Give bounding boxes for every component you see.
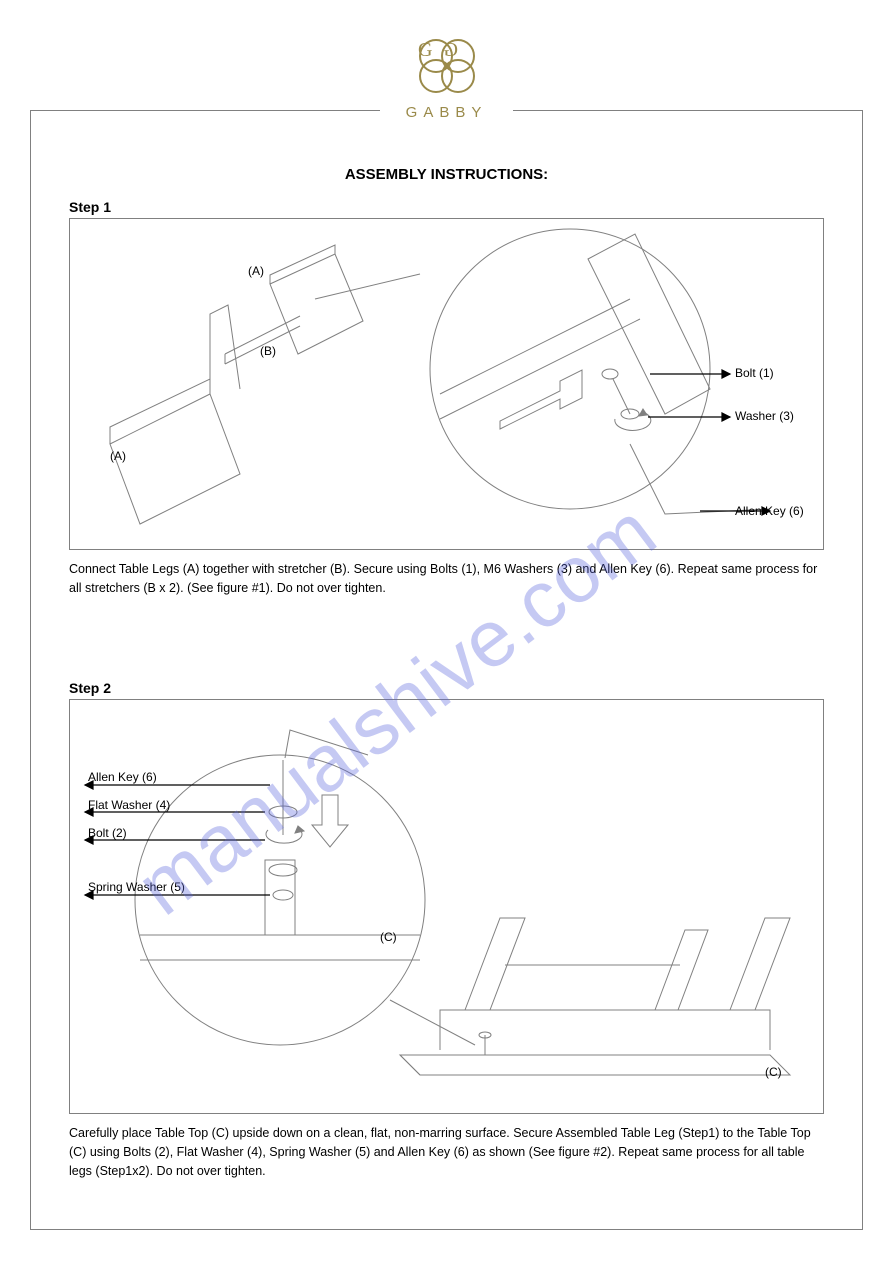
brand-logo: G G GABBY (380, 28, 513, 125)
step2-callout-allen: Allen Key (6) (88, 770, 157, 784)
step2-diagram: Allen Key (6) Flat Washer (4) Bolt (2) S… (69, 699, 824, 1114)
step1-callout-allen: Allen Key (6) (735, 504, 804, 518)
step1-callout-washer: Washer (3) (735, 409, 794, 423)
step2-callout-bolt: Bolt (2) (88, 826, 127, 840)
gabby-mark-icon: G G (412, 32, 482, 100)
step1-callout-bolt: Bolt (1) (735, 366, 774, 380)
step1-callout-a2: (A) (110, 449, 126, 463)
step2-description: Carefully place Table Top (C) upside dow… (69, 1124, 824, 1180)
step1-diagram: (A) (A) (B) Bolt (1) Washer (3) Allen Ke… (69, 218, 824, 550)
brand-name: GABBY (380, 104, 513, 121)
step1-callout-a: (A) (248, 264, 264, 278)
page-title: ASSEMBLY INSTRUCTIONS: (345, 166, 548, 183)
step2-callout-flat-washer: Flat Washer (4) (88, 798, 170, 812)
step1-svg (70, 219, 825, 551)
step2-svg (70, 700, 825, 1115)
step2-callout-c: (C) (380, 930, 397, 944)
step2-label: Step 2 (69, 680, 111, 696)
svg-text:G: G (443, 39, 457, 61)
svg-text:G: G (418, 39, 432, 61)
step1-label: Step 1 (69, 199, 111, 215)
step2-callout-c2: (C) (765, 1065, 782, 1079)
step1-description: Connect Table Legs (A) together with str… (69, 560, 824, 598)
step1-callout-b: (B) (260, 344, 276, 358)
step2-callout-spring-washer: Spring Washer (5) (88, 880, 185, 894)
